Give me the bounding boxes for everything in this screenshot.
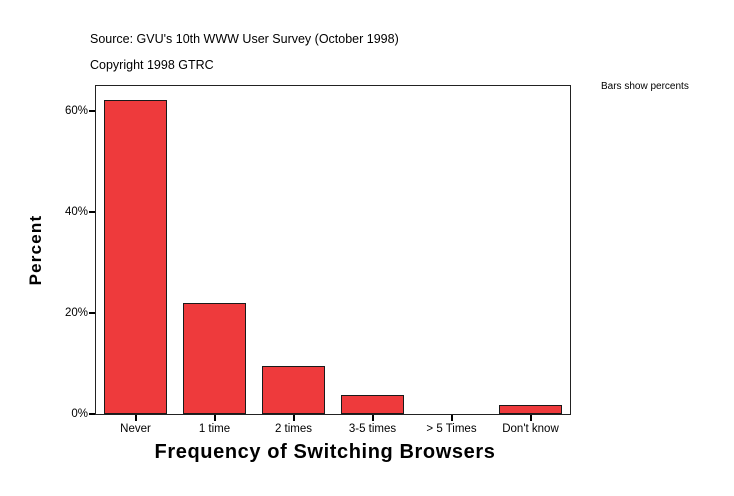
bar-2-times[interactable] xyxy=(261,365,326,414)
y-tick-mark xyxy=(89,312,95,315)
x-tick-label: Don't know xyxy=(502,423,559,435)
x-tick-mark xyxy=(371,415,374,421)
bar-slot xyxy=(96,86,175,414)
x-tick-mark xyxy=(529,415,532,421)
y-axis: 0% 20% 40% 60% xyxy=(60,80,95,420)
x-tick-label: > 5 Times xyxy=(426,423,477,435)
bar-slot xyxy=(175,86,254,414)
y-tick-label: 0% xyxy=(71,408,88,420)
source-annotation: Source: GVU's 10th WWW User Survey (Octo… xyxy=(90,32,399,46)
x-tick-mark xyxy=(134,415,137,421)
plot-area xyxy=(96,86,570,414)
x-axis: Never 1 time 2 times 3-5 times > 5 Times Don'… xyxy=(95,415,571,441)
bar-slot xyxy=(254,86,333,414)
legend-note: Bars show percents xyxy=(601,81,689,92)
x-tick-label: 3-5 times xyxy=(348,423,397,435)
x-tick-mark xyxy=(450,415,453,421)
bar-slot xyxy=(333,86,412,414)
x-axis-title: Frequency of Switching Browsers xyxy=(0,441,734,464)
bar-3-5-times[interactable] xyxy=(340,395,405,414)
y-tick-label: 40% xyxy=(64,206,88,219)
bar-don-t-know[interactable] xyxy=(498,405,563,414)
bar-slot xyxy=(412,86,491,414)
x-tick-label: Never xyxy=(120,423,151,435)
bar-slot xyxy=(491,86,570,414)
y-tick-mark xyxy=(89,211,95,214)
y-tick-label: 20% xyxy=(64,307,88,320)
y-tick-mark xyxy=(89,110,95,113)
x-tick-mark xyxy=(213,415,216,421)
x-tick-label: 2 times xyxy=(274,423,313,435)
x-axis-title-label: Frequency of Switching Browsers xyxy=(154,441,496,463)
bar-never[interactable] xyxy=(103,99,168,414)
bar-1-time[interactable] xyxy=(182,303,247,414)
x-tick-label: 1 time xyxy=(198,423,231,435)
y-tick-label: 60% xyxy=(64,105,88,118)
y-axis-title-label: Percent xyxy=(26,214,45,286)
x-tick-mark xyxy=(292,415,295,421)
y-tick-mark xyxy=(89,413,95,415)
copyright-annotation: Copyright 1998 GTRC xyxy=(90,58,214,72)
plot-frame xyxy=(95,85,571,415)
y-axis-title: Percent xyxy=(26,185,46,315)
